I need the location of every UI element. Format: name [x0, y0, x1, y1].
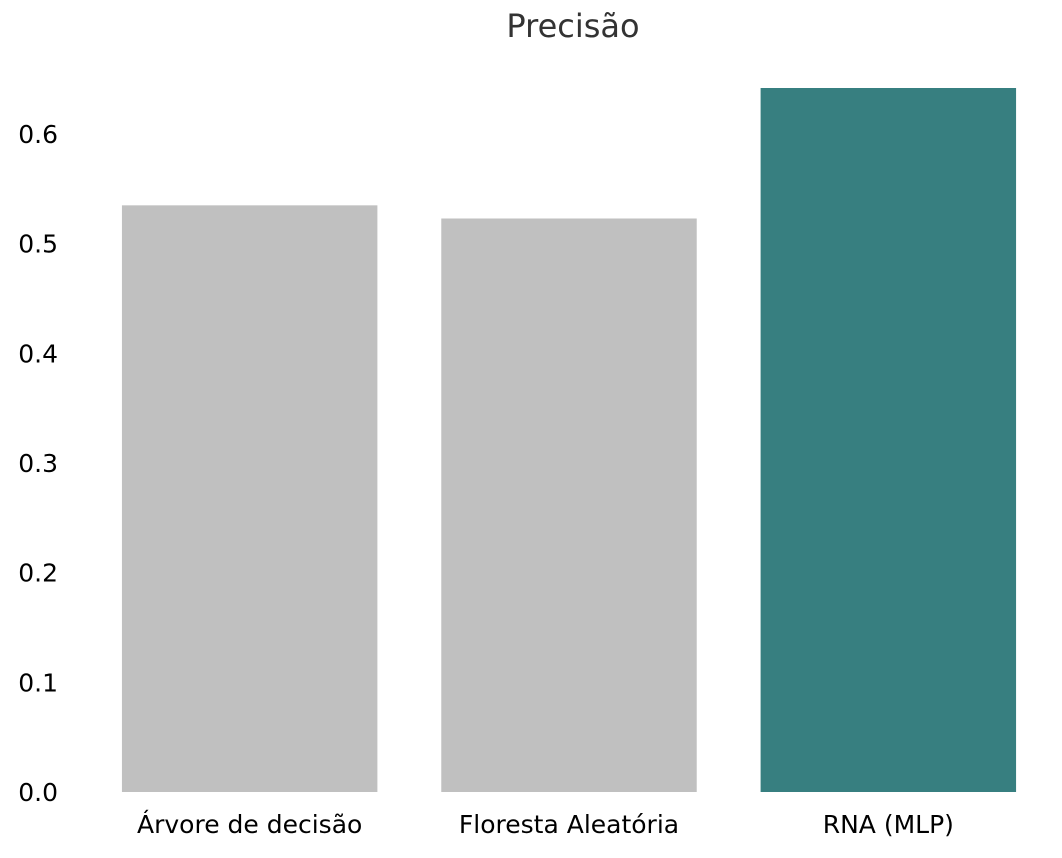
- x-tick-label: Árvore de decisão: [137, 810, 362, 839]
- bar: [121, 205, 378, 793]
- bars-group: [121, 88, 1017, 793]
- bar: [760, 88, 1017, 792]
- y-tick-label: 0.1: [18, 668, 58, 697]
- y-tick-label: 0.4: [18, 339, 58, 368]
- x-tick-label: Floresta Aleatória: [459, 810, 679, 839]
- bar: [441, 218, 697, 793]
- y-axis-ticks: 0.0 0.1 0.2 0.3 0.4 0.5 0.6: [18, 120, 58, 807]
- x-axis-ticks: Árvore de decisão Floresta Aleatória RNA (…: [137, 810, 954, 839]
- y-tick-label: 0.2: [18, 559, 58, 588]
- y-tick-label: 0.5: [18, 230, 58, 259]
- y-tick-label: 0.0: [18, 778, 58, 807]
- x-tick-label: RNA (MLP): [823, 810, 954, 839]
- chart-title: Precisão: [506, 7, 639, 45]
- y-tick-label: 0.3: [18, 449, 58, 478]
- y-tick-label: 0.6: [18, 120, 58, 149]
